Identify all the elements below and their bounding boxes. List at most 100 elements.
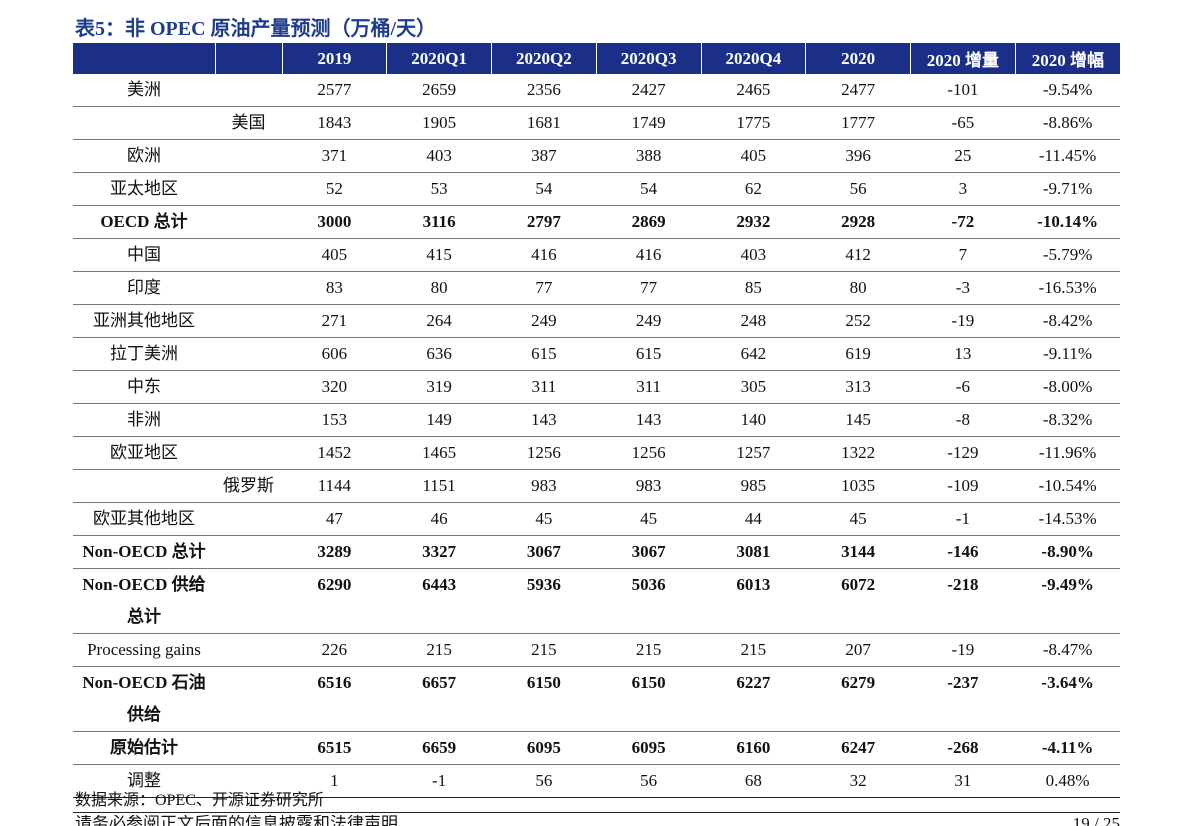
row-sublabel: 俄罗斯 xyxy=(215,469,282,503)
cell: 1035 xyxy=(805,469,911,503)
cell: 140 xyxy=(701,403,806,437)
cell: -109 xyxy=(910,469,1016,503)
cell: 311 xyxy=(491,370,597,404)
source-note: 数据来源：OPEC、开源证券研究所 xyxy=(75,792,324,809)
cell: 619 xyxy=(805,337,911,371)
cell: 45 xyxy=(805,502,911,536)
footer-rule xyxy=(73,812,1120,813)
row-sublabel xyxy=(215,764,282,798)
cell: 0.48% xyxy=(1015,764,1120,798)
row-sublabel: 美国 xyxy=(215,106,282,140)
cell: 145 xyxy=(805,403,911,437)
row-sublabel xyxy=(215,238,282,272)
row-label: 中国 xyxy=(73,238,215,272)
cell: 2869 xyxy=(596,205,701,239)
row-sublabel xyxy=(215,502,282,536)
cell: 52 xyxy=(282,172,387,206)
cell: 3081 xyxy=(701,535,806,569)
cell: 319 xyxy=(386,370,492,404)
cell: 271 xyxy=(282,304,387,338)
cell: 2928 xyxy=(805,205,911,239)
row-sublabel xyxy=(215,337,282,371)
table-row: 欧亚其他地区 47 46 45 45 44 45 -1 -14.53% xyxy=(73,502,1120,536)
cell: 149 xyxy=(386,403,492,437)
cell: 5936 xyxy=(491,568,597,634)
row-label: 亚太地区 xyxy=(73,172,215,206)
cell: 3327 xyxy=(386,535,492,569)
cell: 3144 xyxy=(805,535,911,569)
table-row: 俄罗斯 1144 1151 983 983 985 1035 -109 -10.54% xyxy=(73,469,1120,503)
cell: -1 xyxy=(910,502,1016,536)
cell: 405 xyxy=(701,139,806,173)
cell: 6515 xyxy=(282,731,387,765)
cell: 415 xyxy=(386,238,492,272)
cell: -218 xyxy=(910,568,1016,634)
cell: 636 xyxy=(386,337,492,371)
row-label-line: Non-OECD 石油 xyxy=(82,673,206,692)
cell: 1749 xyxy=(596,106,701,140)
row-label: 拉丁美洲 xyxy=(73,337,215,371)
row-sublabel xyxy=(215,304,282,338)
cell: -4.11% xyxy=(1015,731,1120,765)
cell: -8.32% xyxy=(1015,403,1120,437)
cell: 1151 xyxy=(386,469,492,503)
row-label: Non-OECD 石油 供给 xyxy=(73,666,215,732)
cell: 313 xyxy=(805,370,911,404)
cell: -129 xyxy=(910,436,1016,470)
cell: -11.96% xyxy=(1015,436,1120,470)
cell: 1256 xyxy=(491,436,597,470)
cell: 371 xyxy=(282,139,387,173)
cell: 1843 xyxy=(282,106,387,140)
row-sublabel xyxy=(215,172,282,206)
cell: 6072 xyxy=(805,568,911,634)
cell: 1322 xyxy=(805,436,911,470)
cell: 46 xyxy=(386,502,492,536)
cell: 53 xyxy=(386,172,492,206)
table-row: 中国 405 415 416 416 403 412 7 -5.79% xyxy=(73,238,1120,272)
cell: -3 xyxy=(910,271,1016,305)
table-row: 欧洲 371 403 387 388 405 396 25 -11.45% xyxy=(73,139,1120,173)
table-row: 美洲 2577 2659 2356 2427 2465 2477 -101 -9.54% xyxy=(73,74,1120,107)
row-label-line: 供给 xyxy=(127,705,161,724)
row-label xyxy=(73,469,215,503)
cell: 77 xyxy=(596,271,701,305)
row-sublabel xyxy=(215,271,282,305)
cell: -9.54% xyxy=(1015,74,1120,107)
cell: -11.45% xyxy=(1015,139,1120,173)
row-sublabel xyxy=(215,568,282,634)
cell: 6150 xyxy=(596,666,701,732)
cell: -9.71% xyxy=(1015,172,1120,206)
cell: 6095 xyxy=(491,731,597,765)
cell: 388 xyxy=(596,139,701,173)
table-title: 表5：非 OPEC 原油产量预测（万桶/天） xyxy=(75,18,437,40)
cell: 1144 xyxy=(282,469,387,503)
cell: 3 xyxy=(910,172,1016,206)
cell: 249 xyxy=(596,304,701,338)
cell: 1 xyxy=(282,764,387,798)
table-row: 调整 1 -1 56 56 68 32 31 0.48% xyxy=(73,764,1120,798)
cell: 7 xyxy=(910,238,1016,272)
cell: 2577 xyxy=(282,74,387,107)
cell: 416 xyxy=(596,238,701,272)
cell: 403 xyxy=(386,139,492,173)
cell: 983 xyxy=(491,469,597,503)
header-cell xyxy=(73,43,215,74)
cell: 2797 xyxy=(491,205,597,239)
cell: -9.49% xyxy=(1015,568,1120,634)
row-label-line: 总计 xyxy=(127,607,161,626)
cell: 56 xyxy=(491,764,597,798)
cell: 153 xyxy=(282,403,387,437)
cell: -101 xyxy=(910,74,1016,107)
cell: -146 xyxy=(910,535,1016,569)
header-cell: 2019 xyxy=(281,43,387,74)
row-label: 欧亚地区 xyxy=(73,436,215,470)
header-cell: 2020Q2 xyxy=(491,43,597,74)
header-cell xyxy=(214,43,282,74)
cell: 6516 xyxy=(282,666,387,732)
row-label: Processing gains xyxy=(73,633,215,667)
cell: 6659 xyxy=(386,731,492,765)
cell: 412 xyxy=(805,238,911,272)
page-number: 19 / 25 xyxy=(1072,815,1120,826)
cell: 642 xyxy=(701,337,806,371)
cell: -6 xyxy=(910,370,1016,404)
